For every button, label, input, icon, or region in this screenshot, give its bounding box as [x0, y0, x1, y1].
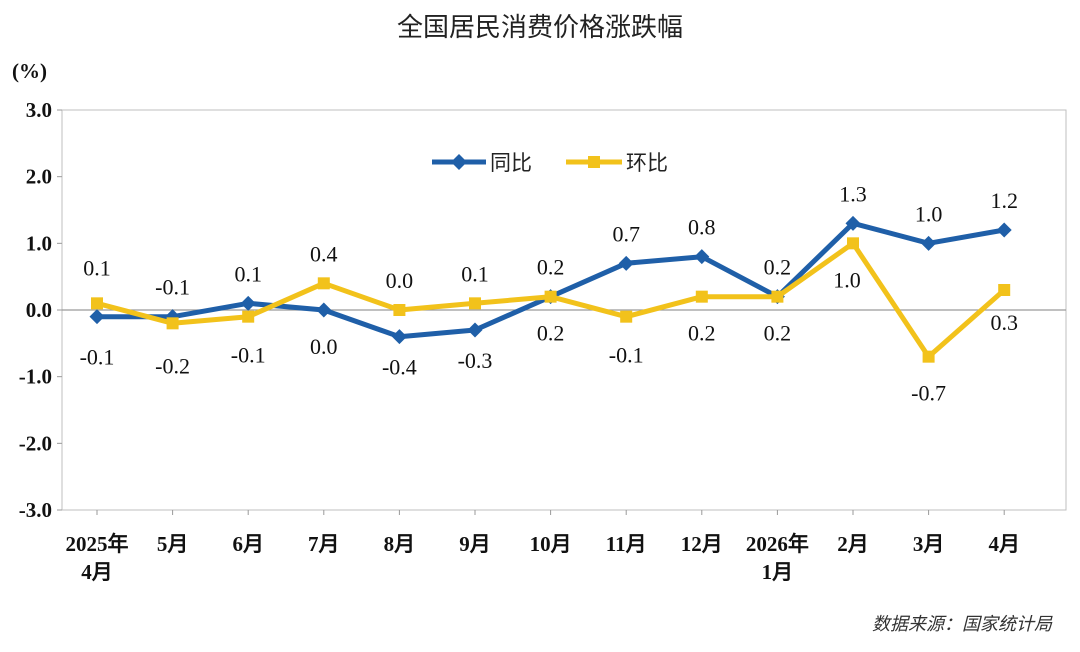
data-point-yoy	[694, 249, 710, 265]
data-label-mom: 1.0	[833, 267, 861, 292]
x-tick-label: 10月	[530, 532, 572, 556]
legend: 同比 环比	[432, 151, 668, 175]
data-point-mom	[771, 290, 784, 303]
data-label-yoy: 0.7	[612, 221, 640, 246]
data-label-yoy: -0.3	[458, 348, 493, 373]
x-tick-label: 4月	[81, 560, 113, 584]
data-label-yoy: 1.0	[915, 201, 943, 226]
data-label-mom: -0.7	[911, 381, 946, 406]
data-point-yoy	[467, 322, 483, 338]
x-tick-label: 9月	[459, 532, 491, 556]
data-point-mom	[91, 297, 103, 310]
chart-title: 全国居民消费价格涨跌幅	[397, 13, 683, 43]
data-point-mom	[469, 297, 481, 310]
data-label-yoy: -0.1	[155, 275, 190, 300]
data-point-mom	[242, 310, 255, 323]
data-point-yoy	[921, 235, 937, 251]
data-label-mom: 0.2	[537, 321, 565, 346]
legend-marker-mom	[588, 156, 600, 168]
x-tick-label: 12月	[681, 532, 723, 556]
x-tick-label: 8月	[384, 532, 416, 556]
data-label-mom: -0.1	[609, 343, 644, 368]
y-tick-label: 2.0	[26, 165, 52, 189]
data-point-yoy	[89, 309, 105, 325]
data-label-yoy: 0.8	[688, 215, 716, 240]
y-tick-label: 0.0	[26, 298, 52, 322]
data-label-mom: 0.1	[83, 255, 111, 280]
y-tick-label: 1.0	[26, 231, 52, 255]
data-point-yoy	[316, 302, 332, 318]
x-tick-label: 7月	[308, 532, 340, 556]
data-label-mom: -0.1	[231, 343, 266, 368]
data-point-yoy	[996, 222, 1012, 238]
y-tick-label: 3.0	[26, 98, 52, 122]
x-tick-label: 2025年	[66, 532, 129, 556]
data-point-mom	[695, 290, 708, 303]
y-tick-label: -3.0	[19, 498, 52, 522]
legend-label-mom: 环比	[626, 151, 668, 175]
data-label-yoy: 1.3	[839, 181, 867, 206]
y-axis-unit: (%)	[12, 59, 47, 83]
x-tick-label: 1月	[762, 560, 794, 584]
data-label-mom: 0.2	[688, 321, 716, 346]
x-tick-label: 2026年	[746, 532, 809, 556]
label-layer: -0.1 -0.1 0.1 0.0 -0.4 -0.3 0.2 0.7 0.8 0.2 1.3 1.0…	[80, 181, 1018, 405]
legend-marker-yoy	[451, 154, 467, 170]
data-label-mom: 0.0	[386, 268, 414, 293]
data-point-mom	[393, 304, 406, 316]
data-source: 数据来源：国家统计局	[872, 614, 1053, 635]
data-label-yoy: 0.2	[537, 255, 565, 280]
data-point-mom	[166, 317, 179, 330]
y-tick-label: -2.0	[19, 431, 52, 455]
x-tick-label: 4月	[988, 532, 1020, 556]
x-tick-label: 2月	[837, 532, 869, 556]
x-tick-label: 11月	[606, 532, 647, 556]
data-point-mom	[847, 237, 859, 250]
data-label-mom: 0.2	[764, 321, 792, 346]
legend-label-yoy: 同比	[490, 151, 532, 175]
x-tick-label: 3月	[913, 532, 945, 556]
data-point-yoy	[845, 215, 861, 231]
data-label-mom: 0.3	[990, 310, 1018, 335]
data-label-yoy: 0.2	[764, 255, 792, 280]
data-point-yoy	[240, 295, 256, 311]
data-label-mom: 0.1	[461, 261, 489, 286]
data-label-yoy: 0.0	[310, 334, 338, 359]
x-tick-label: 6月	[232, 532, 264, 556]
data-point-mom	[998, 284, 1011, 296]
data-label-mom: 0.4	[310, 241, 338, 266]
data-label-yoy: -0.4	[382, 355, 417, 380]
data-label-mom: -0.2	[155, 353, 190, 378]
data-point-mom	[922, 350, 935, 363]
data-label-yoy: 1.2	[990, 188, 1018, 213]
data-point-yoy	[618, 255, 634, 271]
series-layer	[89, 215, 1012, 363]
data-point-yoy	[391, 329, 407, 345]
x-tick-label: 5月	[157, 532, 189, 556]
data-point-mom	[620, 310, 633, 323]
data-point-mom	[317, 277, 330, 290]
data-label-yoy: -0.1	[80, 345, 115, 370]
y-tick-label: -1.0	[19, 365, 52, 389]
data-label-yoy: 0.1	[234, 261, 262, 286]
data-point-mom	[544, 290, 557, 303]
